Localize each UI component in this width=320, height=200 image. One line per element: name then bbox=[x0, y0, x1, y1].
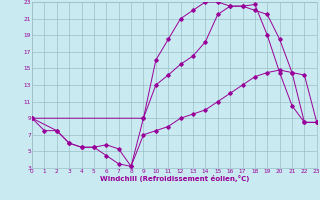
X-axis label: Windchill (Refroidissement éolien,°C): Windchill (Refroidissement éolien,°C) bbox=[100, 176, 249, 182]
